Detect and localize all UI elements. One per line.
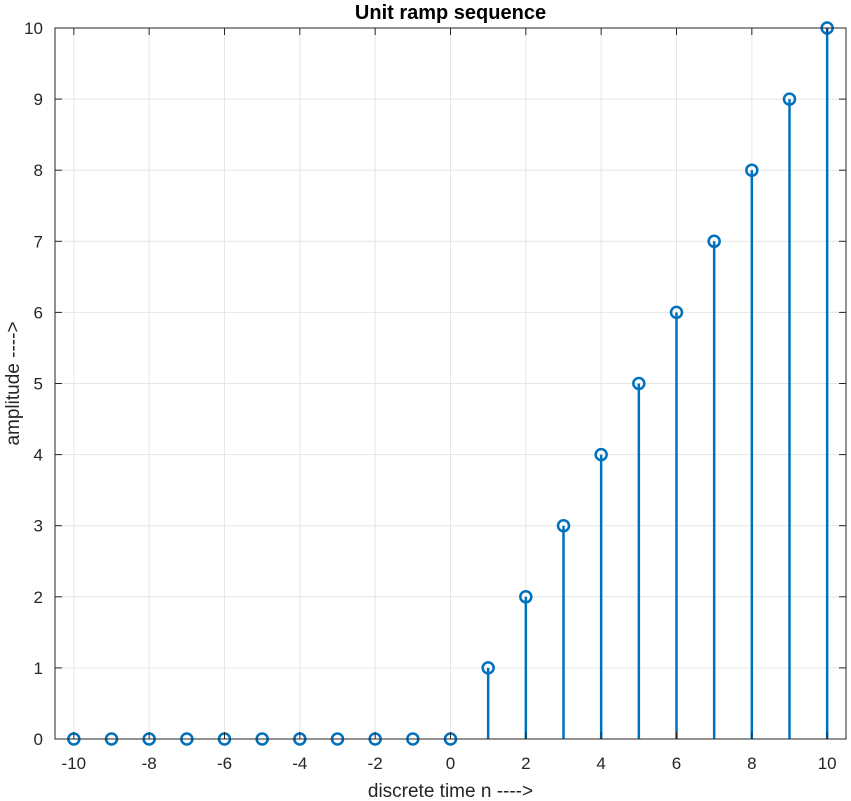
y-axis-ticks: 0 1 2 3 4 5 6 7 8 9 10 [24,19,846,749]
x-tick-label: 4 [596,754,605,773]
stem-marker [745,163,759,177]
x-tick-label: -4 [292,754,307,773]
x-tick-label: 2 [521,754,530,773]
stem-marker [782,92,797,106]
stem-marker [707,234,721,249]
x-tick-label: -6 [217,754,232,773]
y-tick-label: 2 [34,588,43,607]
y-tick-label: 9 [34,90,43,109]
y-tick-label: 5 [34,375,43,394]
x-tick-label: 0 [446,754,455,773]
y-tick-label: 7 [34,232,43,251]
y-tick-label: 1 [34,659,43,678]
stem-marker [519,590,533,604]
y-tick-label: 10 [24,19,43,38]
y-tick-label: 6 [34,303,43,322]
x-axis-ticks: -10 -8 -6 -4 -2 0 2 4 6 8 10 [62,28,837,773]
stem-marker [481,661,495,675]
x-tick-label: 10 [818,754,837,773]
x-tick-label: 6 [672,754,681,773]
x-axis-label: discrete time n ----> [368,781,533,801]
y-tick-label: 4 [34,446,43,465]
x-tick-label: -8 [142,754,157,773]
x-tick-label: -2 [368,754,383,773]
chart-title: Unit ramp sequence [355,2,546,24]
stem-marker [556,518,571,533]
x-tick-label: 8 [747,754,756,773]
y-tick-label: 3 [34,517,43,536]
y-tick-label: 0 [34,730,43,749]
x-tick-label: -10 [62,754,87,773]
stem-marker [594,447,608,462]
y-axis-label: amplitude ----> [3,321,24,445]
y-tick-label: 8 [34,161,43,180]
stem-marker [632,376,646,391]
stem-marker [669,305,684,320]
